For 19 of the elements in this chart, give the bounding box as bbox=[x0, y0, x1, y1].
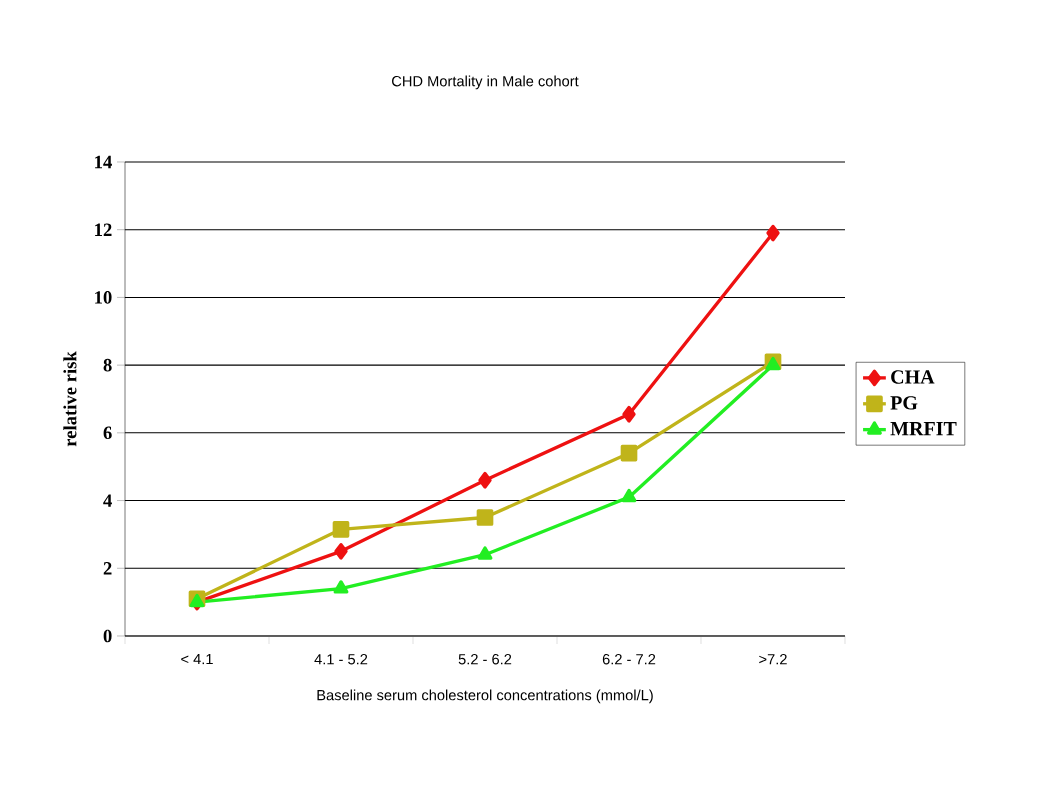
y-tick-label: 4 bbox=[103, 494, 112, 507]
y-tick-label: 0 bbox=[103, 629, 112, 643]
x-tick-label: 5.2 - 6.2 bbox=[458, 654, 512, 665]
legend-label: PG bbox=[890, 396, 918, 410]
y-tick-label: 10 bbox=[95, 291, 112, 304]
x-axis-title: Baseline serum cholesterol concentrations (mmol/L) bbox=[317, 689, 653, 704]
y-tick-label: 12 bbox=[95, 223, 112, 236]
y-tick-label: 2 bbox=[103, 562, 112, 575]
y-tick-label: 8 bbox=[103, 358, 112, 372]
legend-label: CHA bbox=[891, 370, 935, 384]
legend-label: MRFIT bbox=[890, 422, 957, 436]
x-tick-label: >7.2 bbox=[759, 654, 787, 665]
y-axis-title: relative risk bbox=[63, 351, 77, 447]
y-tick-label: 14 bbox=[95, 155, 112, 169]
x-tick-label: 6.2 - 7.2 bbox=[602, 654, 656, 665]
x-tick-label: < 4.1 bbox=[181, 654, 213, 665]
x-tick-label: 4.1 - 5.2 bbox=[314, 654, 368, 665]
chart-title: CHD Mortality in Male cohort bbox=[392, 75, 579, 90]
y-tick-label: 6 bbox=[103, 426, 112, 440]
